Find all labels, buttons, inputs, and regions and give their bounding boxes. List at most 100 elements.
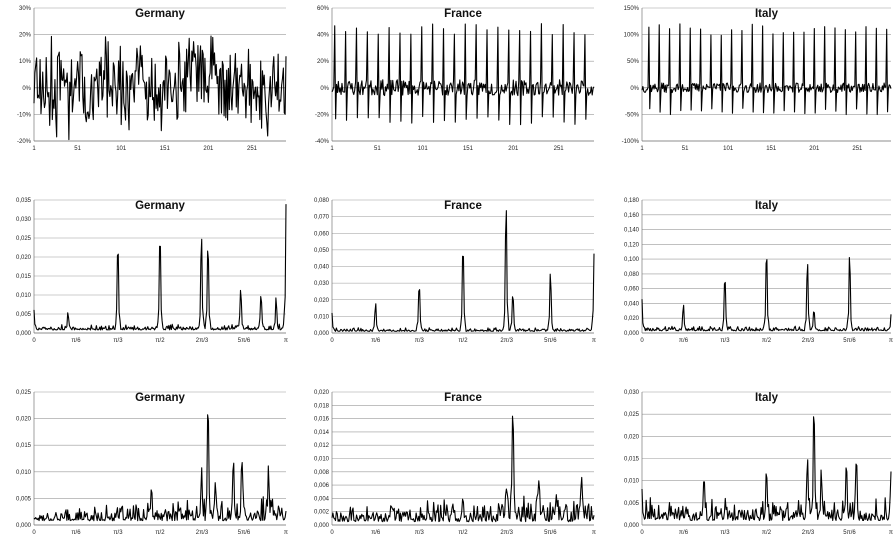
y-tick-label: 0,030 — [624, 390, 640, 396]
y-tick-label: 0,006 — [314, 483, 330, 489]
x-tick-label: 0 — [640, 338, 644, 344]
x-tick-label: 5π/6 — [238, 338, 251, 344]
y-tick-label: 0,025 — [16, 390, 32, 396]
chart-svg: 0,180 0,160 0,140 0,120 0,100 0,080 0,060 0,040… — [624, 198, 893, 344]
y-tick-label: 0,000 — [314, 331, 330, 337]
chart-panel-france-0: 60% 40% 20% 0% -20% -40% 1 51 101 151 201 251 France — [298, 0, 598, 155]
y-tick-label: 0,008 — [314, 470, 330, 476]
y-tick-label: 0,140 — [624, 228, 640, 234]
x-tick-label: π/3 — [113, 530, 123, 536]
x-tick-label: π — [284, 530, 288, 536]
y-tick-label: 0,015 — [624, 457, 640, 463]
y-tick-label: 0,080 — [314, 198, 330, 204]
x-tick-label: π/3 — [720, 530, 730, 536]
y-tick-label: 0,010 — [314, 314, 330, 320]
y-tick-label: -20% — [17, 139, 32, 145]
x-tick-label: 151 — [160, 146, 171, 152]
x-tick-label: 51 — [74, 146, 81, 152]
y-tick-label: 0,040 — [314, 265, 330, 271]
chart-title: Italy — [755, 200, 779, 212]
y-tick-label: 0,000 — [314, 523, 330, 529]
y-tick-label: 0,025 — [16, 236, 32, 242]
x-tick-label: π/6 — [71, 338, 81, 344]
x-tick-label: π — [284, 338, 288, 344]
x-tick-label: 1 — [640, 146, 644, 152]
y-tick-label: 50% — [627, 59, 640, 65]
chart-panel-france-2: 0,020 0,018 0,016 0,014 0,012 0,010 0,008 0,006… — [298, 384, 598, 539]
x-tick-label: 0 — [32, 338, 36, 344]
x-tick-label: 2π/3 — [196, 530, 209, 536]
chart-svg: 0,020 0,018 0,016 0,014 0,012 0,010 0,008 0,006… — [314, 390, 596, 536]
y-tick-label: -20% — [315, 112, 330, 118]
chart-title: Italy — [755, 8, 779, 20]
series-line — [641, 416, 892, 522]
series-line — [641, 23, 892, 116]
x-tick-label: π — [592, 338, 596, 344]
y-tick-label: 0% — [630, 86, 639, 92]
series-line — [33, 204, 287, 331]
y-tick-label: 0,010 — [16, 293, 32, 299]
y-tick-label: 0,060 — [624, 287, 640, 293]
chart-panel-italy-2: 0,030 0,025 0,020 0,015 0,010 0,005 0,000 0 π/6 π… — [608, 384, 895, 539]
chart-panel-germany-1: 0,035 0,030 0,025 0,020 0,015 0,010 0,005 0,000… — [0, 192, 290, 347]
x-tick-label: 201 — [508, 146, 519, 152]
x-tick-label: π/6 — [679, 338, 689, 344]
x-tick-label: 151 — [463, 146, 474, 152]
series-line — [331, 415, 595, 523]
x-tick-label: π/6 — [371, 530, 381, 536]
y-tick-label: 0,005 — [16, 496, 32, 502]
chart-panel-italy-1: 0,180 0,160 0,140 0,120 0,100 0,080 0,060 0,040… — [608, 192, 895, 347]
x-tick-label: 2π/3 — [802, 530, 815, 536]
y-tick-label: 0,018 — [314, 403, 330, 409]
y-tick-label: 150% — [624, 6, 640, 12]
chart-title: France — [444, 392, 482, 404]
y-tick-label: 0,020 — [314, 390, 330, 396]
chart-title: France — [444, 200, 482, 212]
chart-svg: 0,035 0,030 0,025 0,020 0,015 0,010 0,005 0,000… — [16, 198, 288, 344]
y-tick-label: 0,012 — [314, 443, 330, 449]
x-tick-label: π/3 — [113, 338, 123, 344]
y-tick-label: 0,015 — [16, 443, 32, 449]
y-tick-label: 100% — [624, 33, 640, 39]
x-tick-label: 2π/3 — [196, 338, 209, 344]
x-tick-label: 5π/6 — [843, 530, 856, 536]
y-tick-label: 0,004 — [314, 496, 330, 502]
y-tick-label: 0,030 — [16, 217, 32, 223]
x-tick-label: π/6 — [371, 338, 381, 344]
x-tick-label: 101 — [418, 146, 429, 152]
y-tick-label: 0,015 — [16, 274, 32, 280]
x-tick-label: π/6 — [71, 530, 81, 536]
y-tick-label: 0,010 — [314, 457, 330, 463]
x-tick-label: 251 — [554, 146, 565, 152]
x-tick-label: 5π/6 — [544, 338, 557, 344]
y-tick-label: 0,020 — [624, 434, 640, 440]
y-tick-label: 0,000 — [624, 331, 640, 337]
x-tick-label: 251 — [247, 146, 258, 152]
x-tick-label: 5π/6 — [843, 338, 856, 344]
y-tick-label: 0,000 — [16, 331, 32, 337]
y-tick-label: -10% — [17, 112, 32, 118]
y-tick-label: 0% — [22, 86, 31, 92]
series-line — [641, 256, 892, 332]
y-tick-label: -100% — [622, 139, 640, 145]
chart-title: Germany — [135, 200, 185, 212]
y-tick-label: 0,100 — [624, 257, 640, 263]
y-tick-label: 0,020 — [16, 417, 32, 423]
x-tick-label: π/2 — [155, 530, 165, 536]
y-tick-label: 0,000 — [16, 523, 32, 529]
x-tick-label: π/2 — [762, 530, 772, 536]
y-tick-label: 0,180 — [624, 198, 640, 204]
y-tick-label: 0,016 — [314, 417, 330, 423]
x-tick-label: 51 — [682, 146, 689, 152]
x-tick-label: π/3 — [720, 338, 730, 344]
x-tick-label: π — [889, 338, 893, 344]
chart-panel-italy-0: 150% 100% 50% 0% -50% -100% 1 51 101 151 201 251 Ita… — [608, 0, 895, 155]
series-line — [33, 35, 287, 141]
y-tick-label: 0,080 — [624, 272, 640, 278]
y-tick-label: 0,005 — [16, 312, 32, 318]
chart-svg: 0,080 0,070 0,060 0,050 0,040 0,030 0,020 0,010… — [314, 198, 596, 344]
x-tick-label: π/2 — [155, 338, 165, 344]
y-tick-label: 30% — [19, 6, 32, 12]
